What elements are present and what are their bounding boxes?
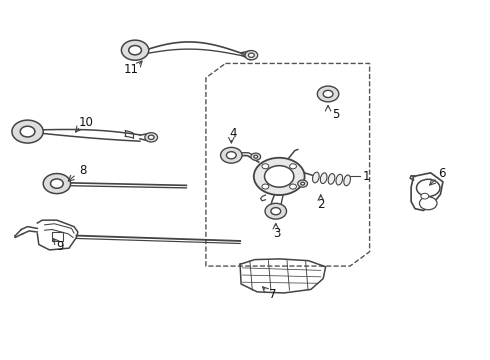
Circle shape [20, 126, 35, 137]
Circle shape [419, 197, 437, 210]
Circle shape [145, 133, 158, 142]
Circle shape [416, 179, 440, 197]
Circle shape [262, 164, 269, 169]
Circle shape [262, 184, 269, 189]
Text: 7: 7 [269, 288, 276, 301]
Circle shape [122, 40, 149, 60]
Text: 5: 5 [332, 108, 339, 121]
Circle shape [265, 166, 294, 187]
Circle shape [290, 184, 296, 189]
Ellipse shape [336, 174, 343, 185]
Circle shape [12, 120, 43, 143]
Circle shape [323, 90, 333, 98]
Text: 11: 11 [123, 63, 139, 76]
Text: 6: 6 [438, 167, 445, 180]
Circle shape [220, 147, 242, 163]
Circle shape [251, 153, 261, 160]
Circle shape [265, 203, 287, 219]
Circle shape [248, 53, 254, 57]
Circle shape [50, 179, 63, 188]
Ellipse shape [344, 175, 350, 186]
Circle shape [245, 50, 258, 60]
Text: 4: 4 [229, 127, 237, 140]
Circle shape [43, 174, 71, 194]
Text: 2: 2 [317, 198, 324, 211]
Text: 3: 3 [273, 226, 280, 239]
Circle shape [318, 86, 339, 102]
Circle shape [301, 182, 305, 185]
Circle shape [290, 164, 296, 169]
Text: 8: 8 [79, 164, 86, 177]
Ellipse shape [328, 174, 335, 184]
Circle shape [254, 155, 258, 158]
Ellipse shape [320, 173, 327, 184]
Circle shape [421, 193, 429, 199]
Ellipse shape [313, 172, 319, 183]
Text: 9: 9 [56, 240, 64, 253]
Circle shape [148, 135, 154, 139]
Circle shape [254, 158, 305, 195]
Text: 10: 10 [79, 116, 94, 129]
Circle shape [271, 208, 281, 215]
Circle shape [226, 152, 236, 159]
Circle shape [298, 180, 308, 187]
Circle shape [129, 45, 142, 55]
Text: 1: 1 [363, 170, 370, 183]
